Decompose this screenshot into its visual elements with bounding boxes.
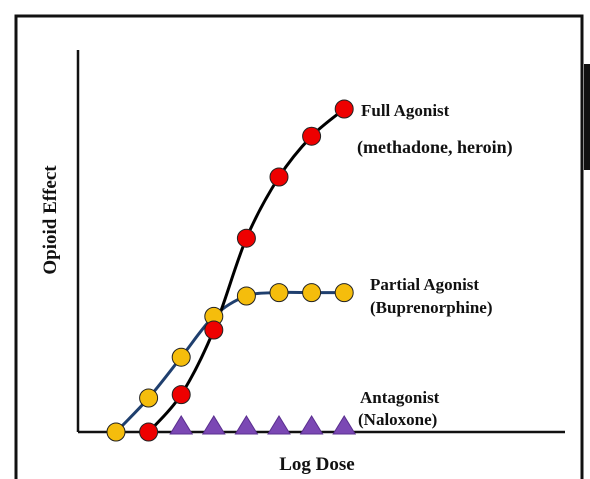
side-bar xyxy=(584,64,590,170)
full-agonist-point xyxy=(204,320,224,340)
antagonist-point xyxy=(201,415,226,435)
full-agonist-sublabel: (methadone, heroin) xyxy=(357,137,513,158)
antagonist-point xyxy=(299,415,324,435)
full-agonist-point xyxy=(139,422,159,442)
partial-agonist-point xyxy=(236,286,256,306)
partial-agonist-point xyxy=(139,388,159,408)
partial-agonist-point xyxy=(106,422,126,442)
partial-agonist-point xyxy=(302,283,322,303)
image-border xyxy=(14,14,584,479)
x-axis-title: Log Dose xyxy=(279,454,354,475)
antagonist-point xyxy=(234,415,259,435)
series-line-full-agonist xyxy=(147,107,346,434)
y-axis-title: Opioid Effect xyxy=(40,165,61,275)
series-markers xyxy=(106,99,357,442)
full-agonist-point xyxy=(334,99,354,119)
full-agonist-point xyxy=(302,126,322,146)
antagonist-point xyxy=(332,415,357,435)
partial-agonist-sublabel: (Buprenorphine) xyxy=(370,298,493,317)
partial-agonist-point xyxy=(171,347,191,367)
antagonist-label: Antagonist xyxy=(360,388,440,407)
partial-agonist-point xyxy=(269,283,289,303)
full-agonist-label: Full Agonist xyxy=(361,101,450,120)
antagonist-sublabel: (Naloxone) xyxy=(358,410,437,429)
antagonist-point xyxy=(267,415,291,435)
full-agonist-point xyxy=(171,385,191,405)
full-agonist-point xyxy=(236,228,256,248)
partial-agonist-label: Partial Agonist xyxy=(370,275,479,294)
full-agonist-point xyxy=(269,167,289,187)
series-line-partial-agonist xyxy=(114,290,345,434)
antagonist-point xyxy=(169,415,194,435)
partial-agonist-point xyxy=(334,283,354,303)
